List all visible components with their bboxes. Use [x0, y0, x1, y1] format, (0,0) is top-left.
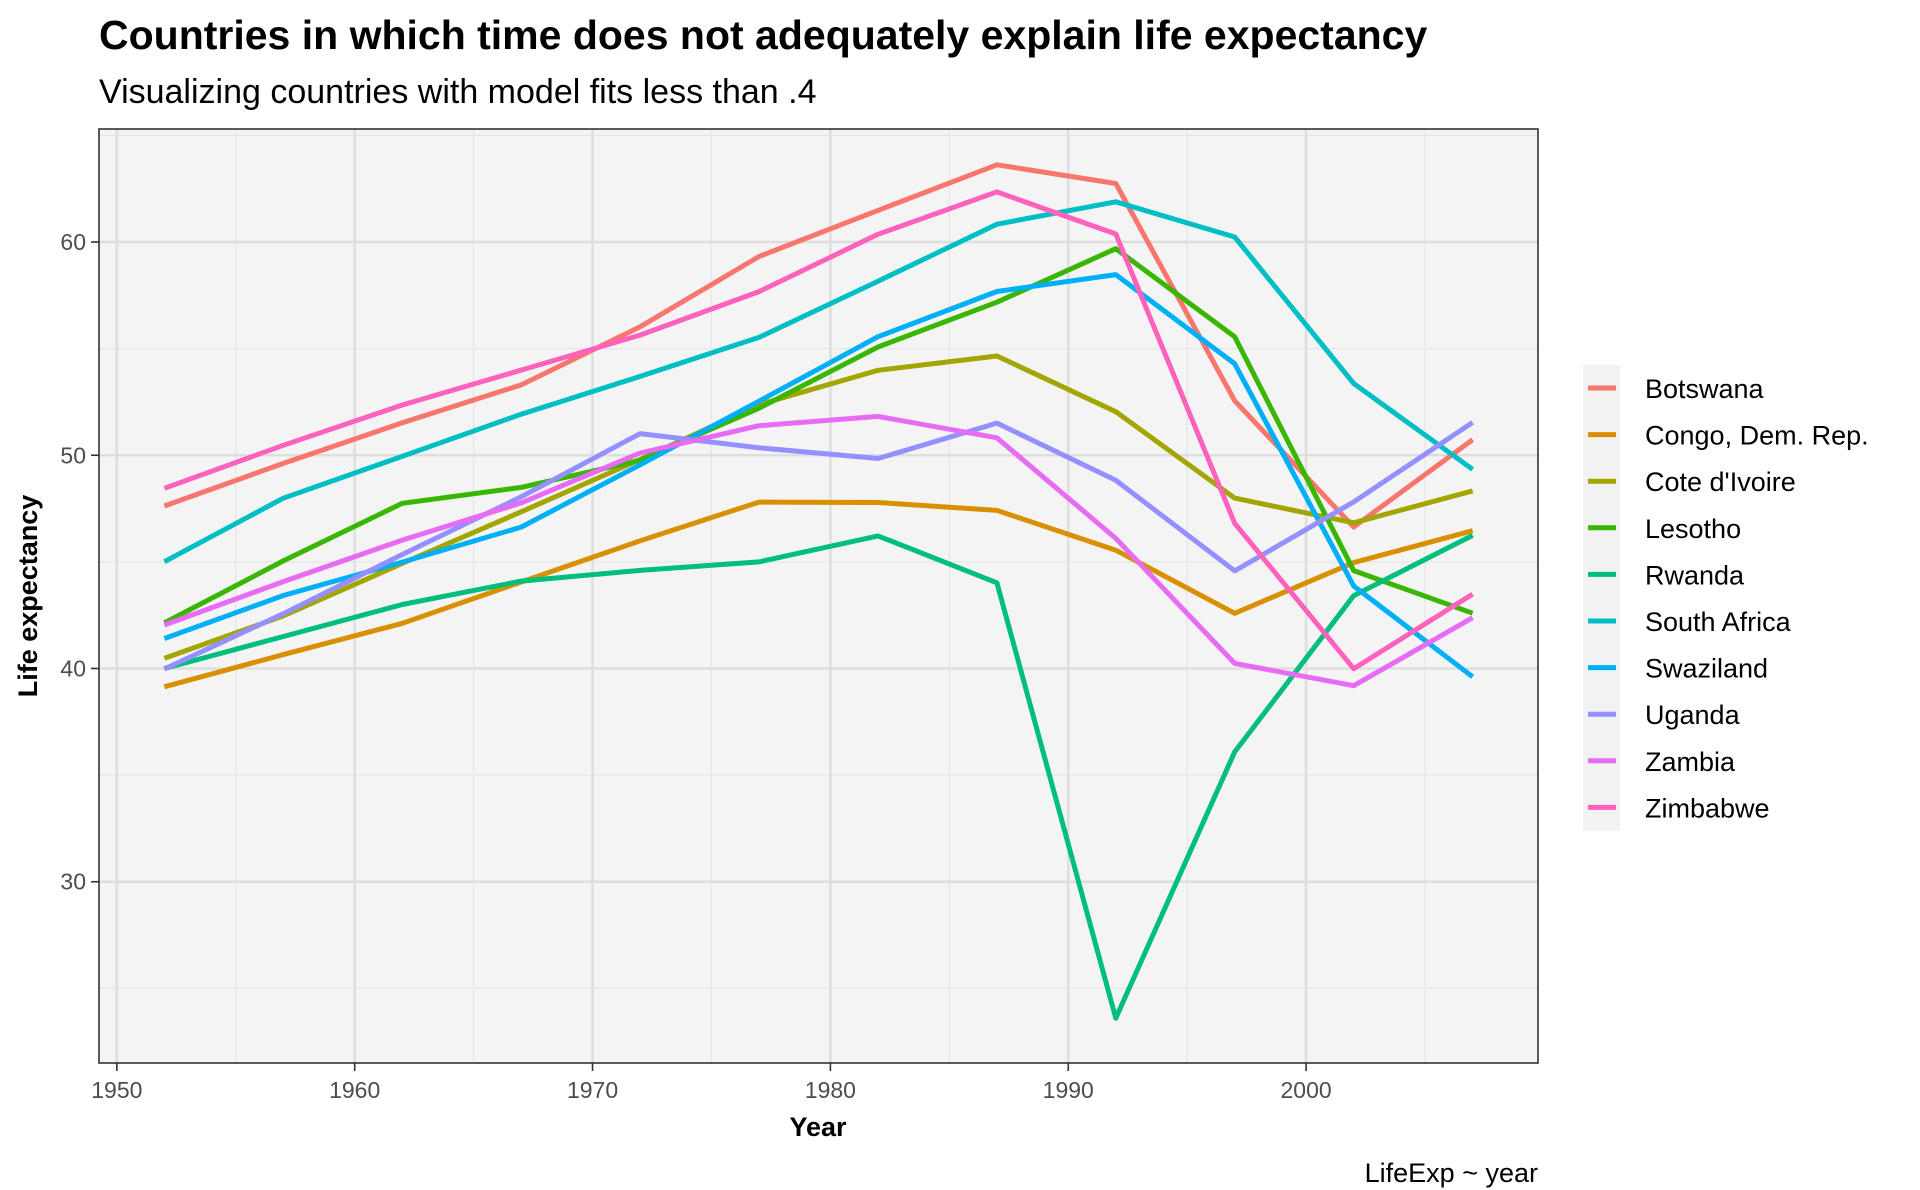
legend-label: Swaziland [1645, 654, 1768, 684]
series-line-rwanda [163, 533, 1474, 1021]
caption: LifeExp ~ year [1365, 1158, 1538, 1188]
series-line-congo-dem-rep [163, 499, 1474, 690]
series-line-lesotho [163, 246, 1474, 626]
legend-label: Congo, Dem. Rep. [1645, 421, 1869, 451]
panel-border [98, 128, 1539, 1064]
x-axis-title: Year [789, 1112, 847, 1142]
legend-item: Zimbabwe [1588, 793, 1770, 823]
x-axis: 1950 1960 1970 1980 1990 2000 [91, 1063, 1332, 1103]
legend-key-background [1583, 365, 1620, 831]
legend-item: South Africa [1588, 607, 1792, 637]
legend-item: Cote d'Ivoire [1588, 467, 1796, 497]
series-line-south-africa [163, 199, 1475, 564]
chart-subtitle: Visualizing countries with model fits le… [99, 73, 817, 111]
legend-label: Rwanda [1645, 560, 1745, 590]
legend-item: Lesotho [1588, 514, 1741, 544]
y-axis: 30 40 50 60 [60, 229, 99, 895]
legend-label: Zambia [1645, 747, 1736, 777]
y-axis-title: Life expectancy [13, 495, 43, 698]
series-line-swaziland [163, 272, 1475, 679]
y-tick-label: 40 [60, 656, 86, 682]
legend-label: South Africa [1645, 607, 1792, 637]
series-line-cote-d-ivoire [163, 353, 1474, 661]
chart-title: Countries in which time does not adequat… [99, 12, 1427, 58]
x-tick-label: 1980 [805, 1077, 856, 1103]
x-tick-label: 1950 [91, 1077, 142, 1103]
legend-item: Uganda [1588, 700, 1741, 730]
x-tick-label: 1970 [567, 1077, 618, 1103]
legend-item: Rwanda [1588, 560, 1745, 590]
legend: Botswana Congo, Dem. Rep. Cote d'Ivoire Les… [1583, 365, 1869, 831]
legend-label: Botswana [1645, 374, 1765, 404]
x-tick-label: 1960 [329, 1077, 380, 1103]
series-line-uganda [163, 420, 1474, 672]
legend-item: Congo, Dem. Rep. [1588, 421, 1869, 451]
legend-item: Botswana [1588, 374, 1765, 404]
y-tick-label: 50 [60, 442, 86, 468]
legend-label: Uganda [1645, 700, 1741, 730]
series-line-zimbabwe [163, 189, 1474, 672]
legend-label: Cote d'Ivoire [1645, 467, 1796, 497]
y-tick-label: 30 [60, 869, 86, 895]
series-line-zambia [163, 413, 1474, 689]
legend-label: Lesotho [1645, 514, 1741, 544]
x-tick-label: 2000 [1281, 1077, 1332, 1103]
legend-item: Zambia [1588, 747, 1736, 777]
y-tick-label: 60 [60, 229, 86, 255]
plot-panel [99, 129, 1538, 1063]
legend-label: Zimbabwe [1645, 793, 1770, 823]
x-tick-label: 1990 [1043, 1077, 1094, 1103]
legend-item: Swaziland [1588, 654, 1768, 684]
series-lines [163, 162, 1475, 1021]
series-line-botswana [163, 162, 1475, 530]
